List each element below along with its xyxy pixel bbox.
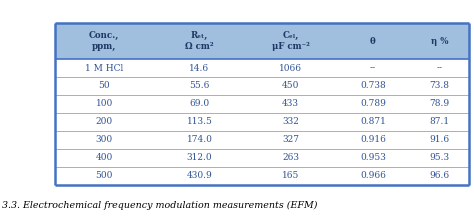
Text: 0.916: 0.916 (360, 135, 386, 144)
Text: 3.3. Electrochemical frequency modulation measurements (EFM): 3.3. Electrochemical frequency modulatio… (2, 201, 318, 210)
Text: η %: η % (431, 37, 448, 46)
Text: 95.3: 95.3 (429, 153, 450, 162)
Text: --: -- (437, 63, 443, 72)
Text: 50: 50 (99, 82, 110, 90)
Text: 450: 450 (282, 82, 299, 90)
Text: 430.9: 430.9 (187, 171, 212, 180)
Text: 312.0: 312.0 (187, 153, 212, 162)
Text: 500: 500 (96, 171, 113, 180)
Text: 0.789: 0.789 (360, 99, 386, 108)
Text: --: -- (370, 63, 376, 72)
Bar (55, 113, 469, 131)
Text: 0.953: 0.953 (360, 153, 386, 162)
Bar (55, 131, 469, 149)
Text: 87.1: 87.1 (429, 117, 450, 126)
Text: 96.6: 96.6 (429, 171, 450, 180)
Text: 327: 327 (282, 135, 299, 144)
Text: 91.6: 91.6 (429, 135, 450, 144)
Text: 433: 433 (282, 99, 299, 108)
Text: θ: θ (370, 37, 376, 46)
Text: 400: 400 (96, 153, 113, 162)
Text: Rₑₜ,
Ω cm²: Rₑₜ, Ω cm² (185, 31, 214, 51)
Text: 300: 300 (96, 135, 113, 144)
Text: Conc.,
ppm,: Conc., ppm, (89, 31, 119, 51)
Text: 332: 332 (282, 117, 299, 126)
Text: 78.9: 78.9 (429, 99, 450, 108)
Text: 55.6: 55.6 (189, 82, 210, 90)
Bar (55, 23, 469, 59)
Text: 69.0: 69.0 (190, 99, 210, 108)
Text: 1 M HCl: 1 M HCl (85, 63, 123, 72)
Bar (55, 167, 469, 185)
Bar (55, 59, 469, 77)
Text: 165: 165 (282, 171, 299, 180)
Text: 73.8: 73.8 (429, 82, 450, 90)
Text: 14.6: 14.6 (190, 63, 210, 72)
Text: 100: 100 (96, 99, 113, 108)
Text: 174.0: 174.0 (187, 135, 212, 144)
Text: 1066: 1066 (279, 63, 302, 72)
Text: 0.738: 0.738 (360, 82, 386, 90)
Bar (55, 95, 469, 113)
Bar (55, 77, 469, 95)
Bar (55, 149, 469, 167)
Text: 263: 263 (282, 153, 299, 162)
Text: 113.5: 113.5 (187, 117, 212, 126)
Text: Cₑₗ,
μF cm⁻²: Cₑₗ, μF cm⁻² (272, 31, 310, 51)
Text: 0.871: 0.871 (360, 117, 386, 126)
Text: 0.966: 0.966 (360, 171, 386, 180)
Text: 200: 200 (96, 117, 113, 126)
